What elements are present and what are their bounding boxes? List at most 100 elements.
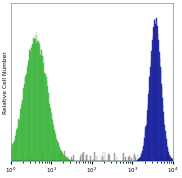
Bar	[31, 48, 32, 161]
Bar	[64, 156, 65, 161]
Bar	[27, 67, 28, 161]
Bar	[26, 74, 27, 161]
Bar	[19, 115, 20, 161]
Bar	[151, 51, 152, 161]
Bar	[40, 55, 41, 161]
Bar	[24, 84, 25, 161]
Bar	[63, 154, 64, 161]
Bar	[128, 157, 129, 161]
Bar	[82, 154, 83, 161]
Bar	[69, 159, 70, 161]
Bar	[59, 146, 60, 161]
Bar	[86, 155, 87, 161]
Bar	[152, 40, 153, 161]
Bar	[159, 159, 160, 161]
Bar	[140, 157, 141, 161]
Bar	[38, 42, 39, 161]
Bar	[45, 74, 46, 161]
Bar	[58, 154, 59, 161]
Bar	[166, 139, 167, 161]
Bar	[67, 157, 68, 161]
Bar	[12, 144, 13, 161]
Bar	[27, 158, 28, 161]
Bar	[63, 159, 64, 161]
Bar	[55, 134, 56, 161]
Bar	[14, 141, 15, 161]
Bar	[172, 159, 173, 161]
Bar	[144, 138, 145, 161]
Bar	[157, 26, 158, 161]
Bar	[47, 86, 48, 161]
Bar	[146, 125, 147, 161]
Bar	[123, 153, 124, 161]
Bar	[149, 155, 150, 161]
Bar	[161, 84, 162, 161]
Bar	[160, 159, 161, 161]
Bar	[30, 52, 31, 161]
Bar	[90, 156, 91, 161]
Bar	[36, 43, 37, 161]
Bar	[30, 154, 31, 161]
Bar	[145, 127, 146, 161]
Bar	[60, 154, 61, 161]
Bar	[72, 160, 73, 161]
Bar	[28, 61, 29, 161]
Bar	[43, 152, 44, 161]
Bar	[159, 51, 160, 161]
Bar	[25, 75, 26, 161]
Bar	[54, 130, 55, 161]
Bar	[10, 151, 11, 161]
Bar	[41, 156, 42, 161]
Bar	[46, 77, 47, 161]
Bar	[137, 160, 138, 161]
Bar	[61, 151, 62, 161]
Bar	[65, 157, 66, 161]
Bar	[23, 156, 24, 161]
Bar	[150, 67, 151, 161]
Bar	[71, 160, 72, 161]
Y-axis label: Relative Cell Number: Relative Cell Number	[3, 51, 9, 114]
Bar	[42, 56, 43, 161]
Bar	[83, 152, 84, 161]
Bar	[109, 155, 110, 161]
Bar	[48, 93, 49, 161]
Bar	[171, 159, 172, 161]
Bar	[51, 153, 52, 161]
Bar	[11, 148, 12, 161]
Bar	[101, 155, 102, 161]
Bar	[139, 158, 140, 161]
Bar	[51, 113, 52, 161]
Bar	[170, 158, 171, 161]
Bar	[168, 152, 169, 161]
Bar	[18, 119, 19, 161]
Bar	[148, 94, 149, 161]
Bar	[58, 143, 59, 161]
Bar	[138, 159, 139, 161]
Bar	[50, 108, 51, 161]
Bar	[57, 141, 58, 161]
Bar	[55, 157, 56, 161]
Bar	[31, 158, 32, 161]
Bar	[61, 152, 62, 161]
Bar	[54, 151, 55, 161]
Bar	[28, 158, 29, 161]
Bar	[158, 34, 159, 161]
Bar	[141, 154, 142, 161]
Bar	[153, 27, 154, 161]
Bar	[102, 157, 103, 161]
Bar	[41, 50, 42, 161]
Bar	[17, 128, 18, 161]
Bar	[143, 146, 144, 161]
Bar	[66, 158, 67, 161]
Bar	[32, 44, 33, 161]
Bar	[20, 109, 21, 161]
Bar	[125, 157, 126, 161]
Bar	[69, 159, 70, 161]
Bar	[68, 159, 69, 161]
Bar	[33, 38, 34, 161]
Bar	[142, 151, 143, 161]
Bar	[71, 157, 72, 161]
Bar	[13, 142, 14, 161]
Bar	[34, 39, 35, 161]
Bar	[162, 98, 163, 161]
